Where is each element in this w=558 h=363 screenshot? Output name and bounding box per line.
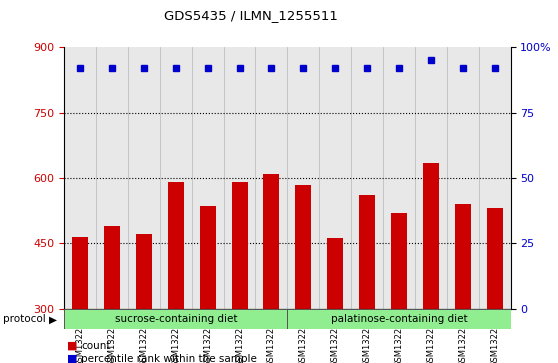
Bar xyxy=(136,234,152,309)
Bar xyxy=(232,182,248,309)
FancyBboxPatch shape xyxy=(287,309,511,329)
Bar xyxy=(72,237,88,309)
Text: ▶: ▶ xyxy=(49,314,57,325)
Bar xyxy=(327,238,343,309)
Bar xyxy=(168,182,184,309)
Bar xyxy=(359,195,375,309)
Bar xyxy=(487,208,503,309)
Bar xyxy=(423,163,439,309)
Text: percentile rank within the sample: percentile rank within the sample xyxy=(81,354,257,363)
Text: ■: ■ xyxy=(67,340,78,351)
Text: sucrose-containing diet: sucrose-containing diet xyxy=(114,314,237,323)
Bar xyxy=(295,185,311,309)
Text: ■: ■ xyxy=(67,354,78,363)
Bar xyxy=(104,226,120,309)
Bar xyxy=(455,204,471,309)
Text: protocol: protocol xyxy=(3,314,46,325)
FancyBboxPatch shape xyxy=(64,309,287,329)
Text: count: count xyxy=(81,340,110,351)
Text: GDS5435 / ILMN_1255511: GDS5435 / ILMN_1255511 xyxy=(164,9,338,22)
Bar xyxy=(263,174,280,309)
Bar xyxy=(391,213,407,309)
Bar xyxy=(200,206,215,309)
Text: palatinose-containing diet: palatinose-containing diet xyxy=(331,314,467,323)
